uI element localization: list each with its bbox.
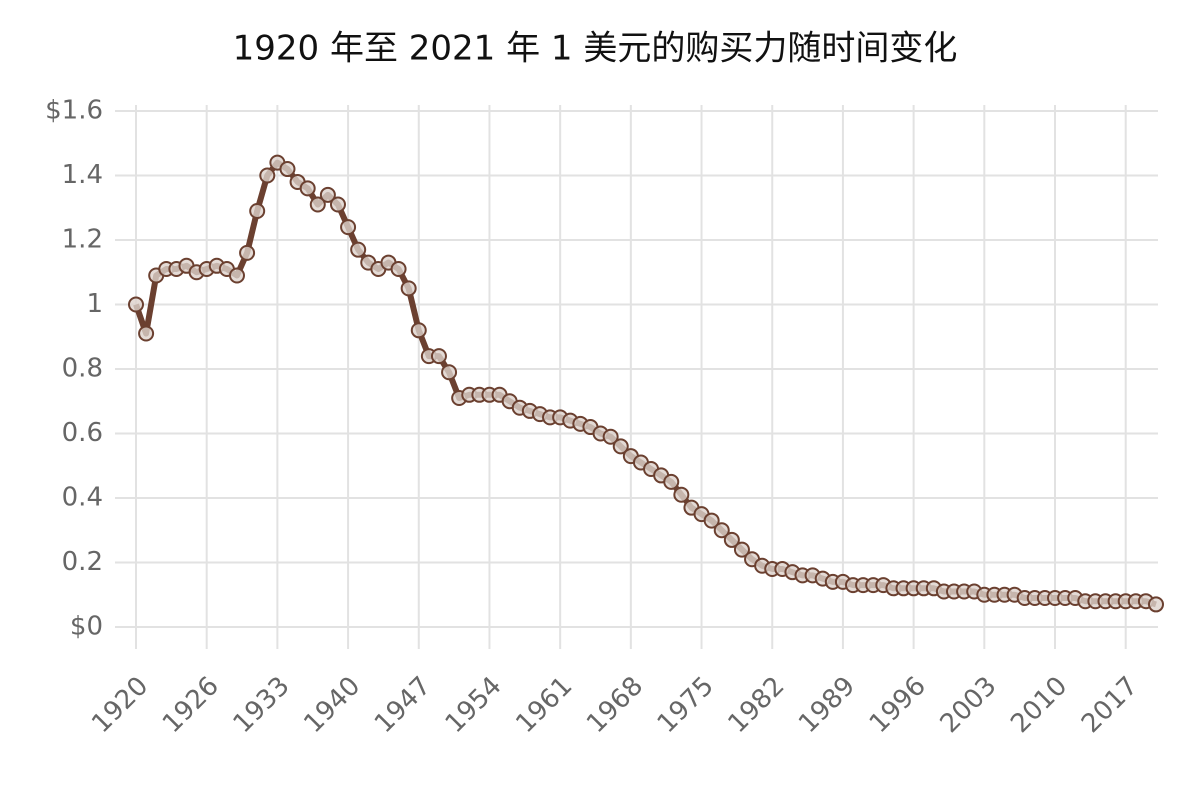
y-tick-label: 0.6 [62, 418, 103, 448]
point [733, 541, 750, 558]
point [673, 486, 690, 503]
y-tick-label: 0.4 [62, 483, 103, 513]
x-tick-label: 1996 [864, 671, 932, 739]
point [1148, 596, 1164, 613]
x-tick-label: 1968 [581, 671, 649, 739]
point [441, 364, 458, 381]
x-tick-label: 1975 [652, 671, 720, 739]
point [329, 196, 346, 213]
y-tick-label: 0.8 [62, 354, 103, 384]
point [239, 244, 256, 261]
point [430, 348, 447, 365]
x-tick-label: 2003 [935, 671, 1003, 739]
point [138, 325, 155, 342]
point [723, 531, 740, 548]
point [309, 196, 326, 213]
x-tick-label: 1940 [298, 671, 366, 739]
point [400, 280, 417, 297]
line [133, 159, 1157, 608]
point [340, 219, 357, 236]
point [279, 161, 296, 178]
point [602, 428, 619, 445]
y-tick-label: $1.6 [45, 96, 103, 126]
point [249, 202, 266, 219]
x-tick-label: 1926 [157, 671, 225, 739]
y-tick-label: 1.2 [62, 225, 103, 255]
point [703, 512, 720, 529]
x-tick-label: 1954 [440, 671, 508, 739]
chart-title: 1920 年至 2021 年 1 美元的购买力随时间变化 [233, 29, 958, 69]
point [663, 473, 680, 490]
y-tick-label: 1 [86, 289, 103, 319]
point [128, 296, 144, 313]
x-tick-label: 1989 [793, 671, 861, 739]
x-tick-label: 2010 [1005, 671, 1073, 739]
point [319, 186, 336, 203]
point [299, 180, 316, 197]
x-tick-label: 1920 [86, 671, 154, 739]
x-tick-label: 1982 [722, 671, 790, 739]
point [350, 241, 367, 258]
point [713, 522, 730, 539]
point [410, 322, 427, 339]
x-tick-label: 1947 [369, 671, 437, 739]
point [390, 261, 407, 278]
y-tick-label: 1.4 [62, 160, 103, 190]
x-tick-label: 1933 [228, 671, 296, 739]
x-tick-label: 2017 [1076, 671, 1144, 739]
y-tick-label: $0 [70, 612, 103, 642]
point [228, 267, 245, 284]
point [612, 438, 629, 455]
x-tick-label: 1961 [510, 671, 578, 739]
point [259, 167, 276, 184]
y-tick-label: 0.2 [62, 547, 103, 577]
